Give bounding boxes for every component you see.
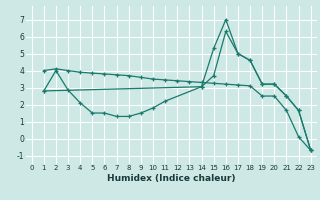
X-axis label: Humidex (Indice chaleur): Humidex (Indice chaleur) bbox=[107, 174, 236, 183]
